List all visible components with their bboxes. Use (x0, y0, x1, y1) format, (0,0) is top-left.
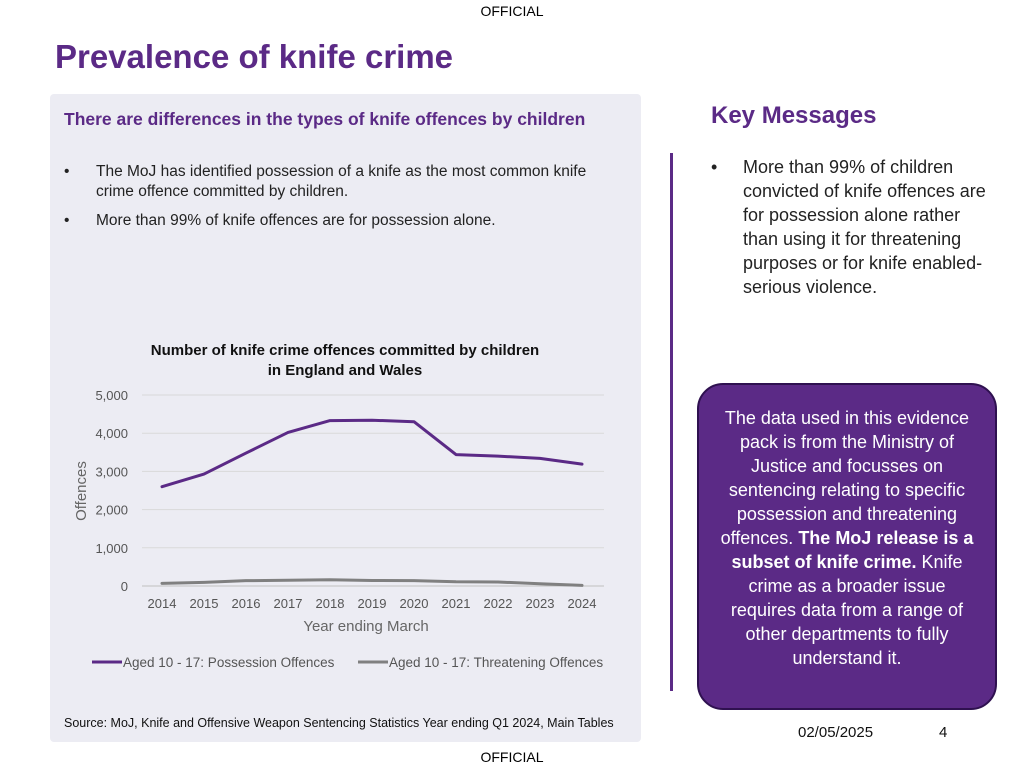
list-item: • More than 99% of children convicted of… (711, 155, 991, 299)
page-number: 4 (939, 724, 948, 741)
bullet-text: The MoJ has identified possession of a k… (96, 163, 587, 200)
chart-legend: Aged 10 - 17: Possession Offences Aged 10… (92, 655, 603, 670)
knife-crime-line-chart: Number of knife crime offences committed… (73, 342, 604, 670)
callout-text-before: The data used in this evidence pack is f… (720, 408, 970, 548)
footer-date: 02/05/2025 (798, 724, 874, 741)
legend-label: Aged 10 - 17: Threatening Offences (389, 655, 603, 670)
panel-bullet-list: • The MoJ has identified possession of a… (64, 162, 624, 240)
source-note: Source: MoJ, Knife and Offensive Weapon … (64, 716, 614, 730)
y-tick-label: 3,000 (95, 464, 128, 479)
callout-text-bold: The MoJ release is a subset of knife cri… (731, 528, 974, 572)
x-tick-label: 2024 (568, 596, 597, 611)
y-tick-label: 5,000 (95, 388, 128, 403)
key-messages-list: • More than 99% of children convicted of… (711, 155, 991, 299)
info-panel: There are differences in the types of kn… (50, 94, 641, 742)
key-message-text: More than 99% of children convicted of k… (743, 157, 986, 297)
bullet-text: More than 99% of knife offences are for … (96, 212, 496, 229)
bullet-icon: • (64, 163, 70, 180)
x-tick-label: 2018 (316, 596, 345, 611)
x-tick-label: 2014 (148, 596, 177, 611)
bullet-icon: • (711, 157, 718, 177)
y-tick-label: 4,000 (95, 426, 128, 441)
panel-heading: There are differences in the types of kn… (64, 109, 586, 129)
x-tick-label: 2021 (442, 596, 471, 611)
threatening-offences-line (160, 578, 584, 587)
chart-series (160, 418, 584, 587)
data-source-callout: The data used in this evidence pack is f… (697, 383, 997, 710)
x-axis-label: Year ending March (303, 618, 428, 635)
vertical-divider (670, 153, 673, 691)
y-tick-label: 1,000 (95, 541, 128, 556)
list-item: • The MoJ has identified possession of a… (64, 162, 624, 202)
chart-title-line-2: in England and Wales (268, 362, 422, 379)
chart-title-line-1: Number of knife crime offences committed… (151, 342, 539, 359)
classification-label-bottom: OFFICIAL (480, 749, 544, 765)
legend-label: Aged 10 - 17: Possession Offences (123, 655, 335, 670)
x-tick-label: 2019 (358, 596, 387, 611)
page-title: Prevalence of knife crime (55, 38, 454, 75)
list-item: • More than 99% of knife offences are fo… (64, 211, 624, 231)
y-tick-label: 2,000 (95, 503, 128, 518)
possession-offences-line (160, 418, 584, 489)
x-tick-label: 2017 (274, 596, 303, 611)
y-axis-label: Offences (73, 461, 90, 521)
x-tick-label: 2016 (232, 596, 261, 611)
x-tick-label: 2015 (190, 596, 219, 611)
key-messages-title: Key Messages (711, 102, 877, 129)
x-tick-label: 2023 (526, 596, 555, 611)
chart-gridlines (142, 394, 604, 587)
y-axis-ticks: 0 1,000 2,000 3,000 4,000 5,000 (95, 388, 128, 594)
x-tick-label: 2022 (484, 596, 513, 611)
classification-label-top: OFFICIAL (480, 3, 544, 19)
callout-text-after: Knife crime as a broader issue requires … (730, 552, 964, 668)
bullet-icon: • (64, 212, 70, 229)
x-axis-ticks: 2014 2015 2016 2017 2018 2019 2020 2021 2022 2023… (148, 596, 597, 611)
x-tick-label: 2020 (400, 596, 429, 611)
y-tick-label: 0 (121, 579, 128, 594)
